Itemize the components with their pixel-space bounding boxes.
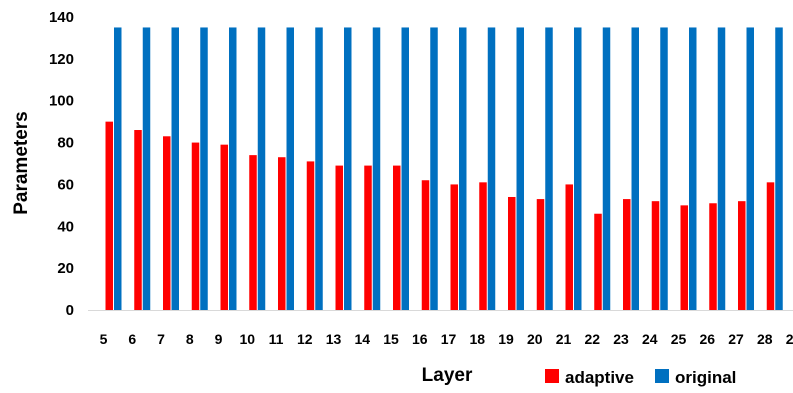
bar-adaptive-24 <box>651 201 660 310</box>
y-tick-label: 40 <box>57 218 74 235</box>
bar-adaptive-12 <box>306 161 315 310</box>
x-tick-label: 5 <box>100 331 108 347</box>
bar-original-11 <box>286 27 294 310</box>
bar-original-25 <box>689 27 697 310</box>
bar-original-21 <box>574 27 582 310</box>
x-axis-ticks: 5 6 7 8 9 10 11 12 13 14 15 16 17 18 19 20 21 22 23 24 25 26 2… <box>100 331 793 347</box>
x-tick-label: 27 <box>728 331 744 347</box>
bar-adaptive-21 <box>565 184 573 310</box>
bar-adaptive-26 <box>709 203 717 310</box>
bar-adaptive-18 <box>479 182 487 310</box>
bar-adaptive-6 <box>134 130 142 310</box>
bar-adaptive-9 <box>220 144 228 310</box>
bar-original-24 <box>660 27 668 310</box>
bar-original-19 <box>516 27 524 310</box>
bar-original-9 <box>229 27 237 310</box>
y-axis-title: Parameters <box>11 111 32 215</box>
bar-adaptive-19 <box>508 196 516 310</box>
bar-adaptive-23 <box>623 199 631 310</box>
x-tick-label: 23 <box>613 331 629 347</box>
bar-adaptive-20 <box>536 199 545 310</box>
bar-original-26 <box>717 27 726 310</box>
bar-adaptive-14 <box>364 165 372 310</box>
bar-adaptive-22 <box>594 213 602 310</box>
bar-adaptive-7 <box>163 136 171 310</box>
bar-original-10 <box>257 27 266 310</box>
x-tick-label: 26 <box>699 331 715 347</box>
x-tick-label: 21 <box>556 331 572 347</box>
bar-original-27 <box>746 27 754 310</box>
bar-adaptive-13 <box>335 165 343 310</box>
bar-original-5 <box>114 27 122 310</box>
bars <box>105 27 783 311</box>
bar-adaptive-8 <box>191 142 200 310</box>
x-tick-label: 6 <box>128 331 136 347</box>
x-tick-label: 22 <box>584 331 600 347</box>
bar-adaptive-11 <box>278 157 286 310</box>
y-tick-label: 20 <box>57 260 74 277</box>
bar-original-23 <box>631 27 639 310</box>
x-tick-label: 19 <box>498 331 514 347</box>
x-tick-label: 15 <box>383 331 399 347</box>
x-tick-label: 20 <box>527 331 543 347</box>
x-tick-label: 11 <box>269 331 284 347</box>
bar-original-16 <box>430 27 438 310</box>
legend: adaptive original <box>545 368 736 387</box>
bar-original-28 <box>775 27 783 310</box>
bar-original-12 <box>315 27 323 310</box>
x-tick-label: 13 <box>326 331 342 347</box>
bar-adaptive-16 <box>421 180 430 310</box>
bar-original-14 <box>372 27 381 310</box>
bar-adaptive-27 <box>738 201 746 310</box>
legend-swatch-adaptive <box>545 369 559 383</box>
x-tick-label: 12 <box>297 331 313 347</box>
legend-label-adaptive: adaptive <box>565 368 634 387</box>
y-axis-ticks: 0 20 40 60 80 100 120 140 <box>49 9 74 319</box>
bar-adaptive-15 <box>393 165 401 310</box>
x-tick-label: 14 <box>354 331 370 347</box>
bar-original-7 <box>171 27 179 310</box>
bar-original-22 <box>602 27 611 310</box>
bar-adaptive-17 <box>450 184 458 310</box>
x-tick-label: 29 <box>786 331 793 347</box>
x-tick-label: 10 <box>239 331 255 347</box>
legend-label-original: original <box>675 368 736 387</box>
x-tick-label: 7 <box>157 331 165 347</box>
x-tick-label: 18 <box>469 331 485 347</box>
bar-adaptive-28 <box>766 182 775 310</box>
bar-original-8 <box>200 27 208 310</box>
x-tick-label: 28 <box>757 331 773 347</box>
bar-adaptive-5 <box>105 121 113 311</box>
bar-original-6 <box>142 27 151 310</box>
x-tick-label: 8 <box>186 331 194 347</box>
bar-adaptive-10 <box>249 155 257 310</box>
bar-original-17 <box>459 27 467 310</box>
bar-original-20 <box>545 27 553 310</box>
x-tick-label: 24 <box>642 331 658 347</box>
x-tick-label: 17 <box>441 331 457 347</box>
bar-original-18 <box>487 27 496 310</box>
bar-adaptive-25 <box>680 205 688 310</box>
bar-original-13 <box>344 27 352 310</box>
bar-original-15 <box>401 27 409 310</box>
y-tick-label: 140 <box>49 9 74 26</box>
y-tick-label: 80 <box>57 135 74 152</box>
legend-swatch-original <box>655 369 669 383</box>
y-tick-label: 100 <box>49 93 74 110</box>
y-tick-label: 60 <box>57 176 74 193</box>
x-tick-label: 9 <box>215 331 223 347</box>
y-tick-label: 120 <box>49 51 74 68</box>
x-tick-label: 25 <box>671 331 687 347</box>
y-tick-label: 0 <box>66 302 74 319</box>
x-axis-title: Layer <box>422 365 473 386</box>
x-tick-label: 16 <box>412 331 428 347</box>
